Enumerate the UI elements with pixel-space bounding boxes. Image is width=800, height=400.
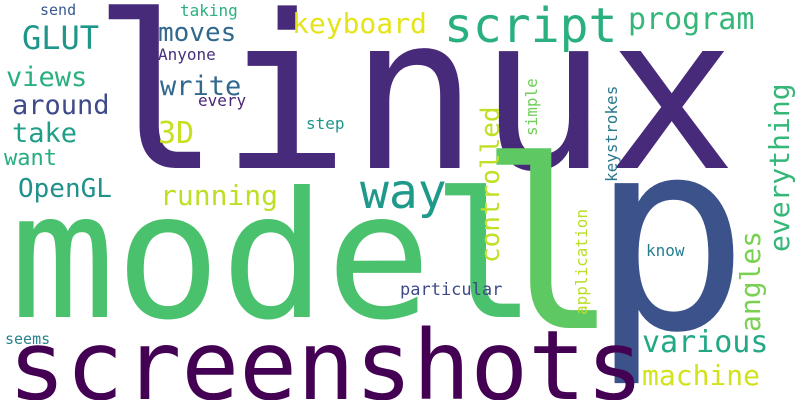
- cloud-word: OpenGL: [18, 174, 112, 204]
- cloud-word: controlled: [476, 106, 506, 263]
- cloud-word: everything: [763, 83, 796, 252]
- cloud-word: application: [572, 209, 591, 315]
- cloud-word: machine: [642, 359, 761, 392]
- cloud-word: angles: [734, 230, 767, 332]
- cloud-word: want: [4, 146, 57, 171]
- cloud-word: views: [6, 62, 88, 93]
- cloud-word: know: [646, 241, 685, 260]
- cloud-word: send: [40, 1, 77, 19]
- cloud-word: screenshots: [8, 310, 644, 400]
- cloud-word: step: [306, 114, 345, 133]
- cloud-word: particular: [400, 280, 503, 300]
- cloud-word: keystrokes: [602, 85, 621, 182]
- cloud-word: take: [12, 118, 78, 149]
- cloud-word: keyboard: [292, 7, 427, 40]
- cloud-word: around: [12, 90, 110, 121]
- cloud-word: script: [444, 0, 618, 54]
- cloud-word: seems: [5, 330, 51, 348]
- cloud-word: taking: [180, 1, 238, 20]
- cloud-word: write: [160, 71, 242, 102]
- cloud-word: GLUT: [22, 19, 100, 57]
- cloud-word: linux: [92, 0, 737, 219]
- cloud-word: way: [360, 164, 447, 220]
- cloud-word: running: [160, 179, 279, 212]
- cloud-word: every: [198, 91, 247, 110]
- cloud-word: moves: [158, 18, 237, 48]
- cloud-word: Anyone: [158, 45, 216, 64]
- cloud-word: l: [478, 111, 620, 384]
- cloud-word: program: [628, 2, 755, 37]
- cloud-word: p: [590, 83, 750, 391]
- cloud-word: 3D: [158, 116, 195, 151]
- cloud-word: model: [10, 156, 537, 359]
- cloud-word: various: [642, 325, 769, 360]
- cloud-word: simple: [522, 78, 541, 136]
